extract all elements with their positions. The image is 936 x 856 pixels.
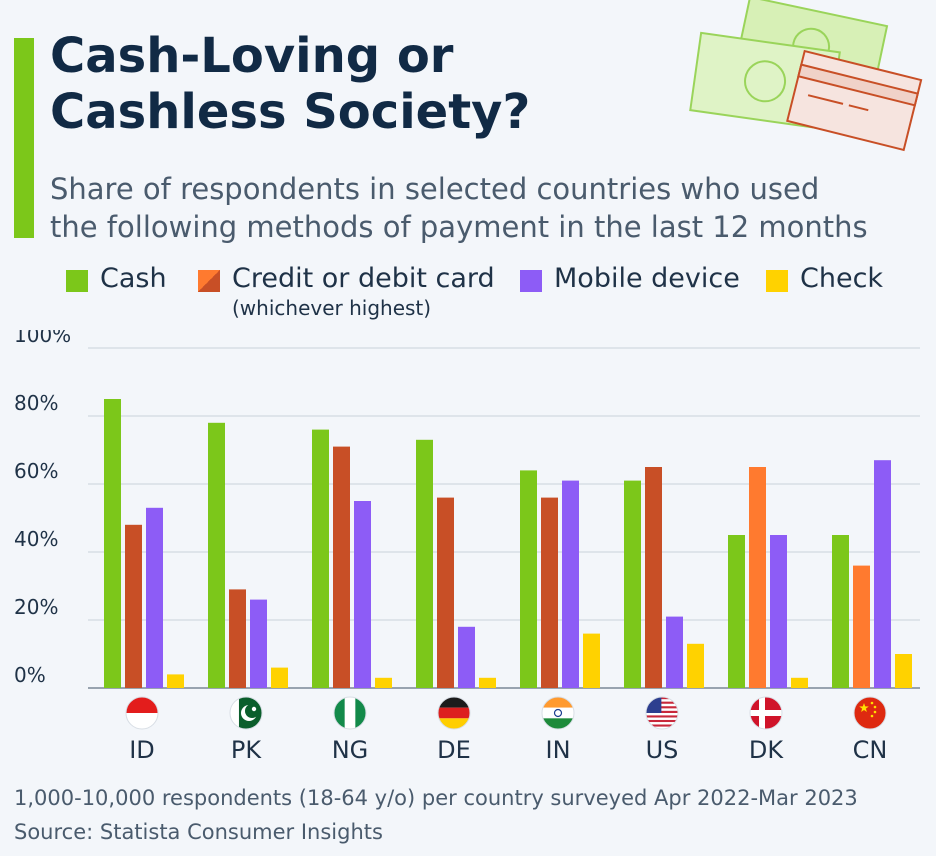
category-label: US — [646, 736, 679, 764]
bar — [728, 535, 745, 688]
bar — [645, 467, 662, 688]
chart-title-line-1: Cash-Loving or — [50, 28, 454, 84]
category-label: IN — [545, 736, 570, 764]
bar — [853, 565, 870, 688]
category-label: ID — [129, 736, 155, 764]
bar — [791, 677, 808, 688]
bar — [458, 626, 475, 688]
category-label: NG — [332, 736, 369, 764]
bar — [375, 677, 392, 688]
bar — [624, 480, 641, 688]
legend-note-card: (whichever highest) — [232, 296, 432, 320]
legend-label-cash: Cash — [100, 263, 167, 294]
y-tick-label: 80% — [14, 391, 58, 415]
bar — [562, 480, 579, 688]
flag-india-icon — [541, 696, 575, 730]
bar — [208, 422, 225, 688]
bar — [125, 524, 142, 688]
legend-label-card: Credit or debit card — [232, 263, 495, 294]
category-label: DK — [749, 736, 784, 764]
bar — [437, 497, 454, 688]
category-label: DE — [437, 736, 471, 764]
flag-nigeria-icon — [333, 696, 367, 730]
footer-note: 1,000-10,000 respondents (18-64 y/o) per… — [14, 786, 858, 810]
bar — [312, 429, 329, 688]
flag-pakistan-icon — [229, 696, 263, 730]
bar — [666, 616, 683, 688]
legend-swatch-card — [198, 270, 220, 292]
bar — [416, 439, 433, 688]
bar — [874, 460, 891, 688]
category-label: PK — [231, 736, 262, 764]
chart-title-line-2: Cashless Society? — [50, 84, 531, 140]
bar — [520, 470, 537, 688]
y-tick-label: 20% — [14, 595, 58, 619]
flag-germany-icon — [437, 696, 471, 730]
flag-indonesia-icon — [125, 696, 159, 730]
bar — [541, 497, 558, 688]
y-tick-label: 100% — [14, 330, 71, 347]
y-tick-label: 0% — [14, 663, 46, 687]
bar — [146, 507, 163, 688]
category-label: CN — [853, 736, 888, 764]
bar — [687, 643, 704, 688]
accent-bar — [14, 38, 34, 238]
bar — [271, 667, 288, 688]
bar — [749, 467, 766, 688]
bar — [229, 589, 246, 688]
legend-label-check: Check — [800, 263, 884, 294]
y-tick-label: 60% — [14, 459, 58, 483]
bar — [104, 399, 121, 688]
legend-swatch-check — [766, 270, 788, 292]
bar — [770, 535, 787, 688]
legend-swatch-cash — [66, 270, 88, 292]
chart-title: Cash-Loving or Cashless Society? — [50, 28, 530, 140]
footer-source: Source: Statista Consumer Insights — [14, 820, 383, 844]
bar-chart: 0% 20% 40% 60% 80% 100% ID PK NG DE IN US DK CN — [14, 330, 920, 764]
chart-subtitle-line-1: Share of respondents in selected countri… — [50, 172, 820, 206]
flag-china-icon — [853, 696, 887, 730]
flag-denmark-icon — [749, 696, 783, 730]
chart-subtitle: Share of respondents in selected countri… — [50, 170, 910, 246]
money-illustration-icon — [689, 0, 923, 152]
y-tick-label: 40% — [14, 527, 58, 551]
bar — [583, 633, 600, 688]
legend-label-mobile: Mobile device — [554, 263, 740, 294]
bar — [354, 501, 371, 688]
bar — [832, 535, 849, 688]
bar — [333, 446, 350, 688]
bar — [250, 599, 267, 688]
bar — [479, 677, 496, 688]
chart-subtitle-line-2: the following methods of payment in the … — [50, 210, 868, 244]
flag-usa-icon — [645, 696, 679, 730]
legend-swatch-mobile — [520, 270, 542, 292]
bar — [895, 654, 912, 688]
chart-legend: Cash Credit or debit card (whichever hig… — [66, 264, 926, 324]
bar — [167, 674, 184, 688]
